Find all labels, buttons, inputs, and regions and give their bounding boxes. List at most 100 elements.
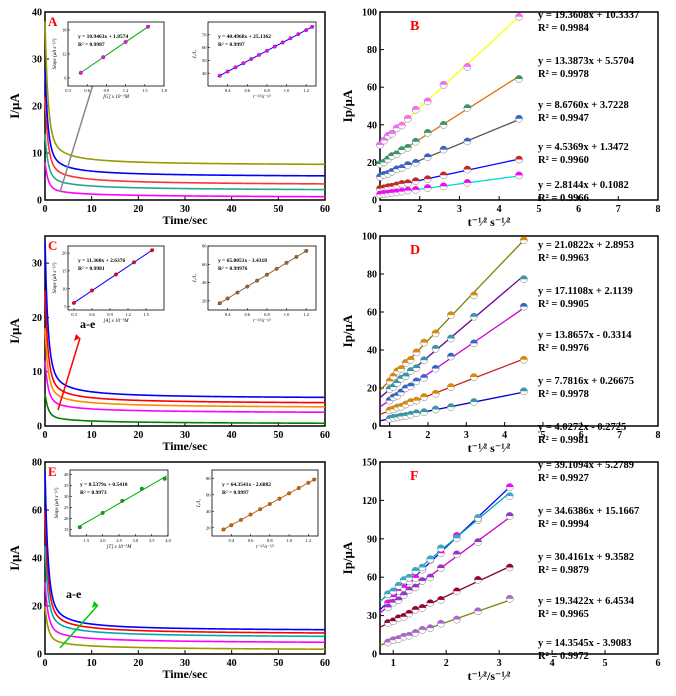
data-point-fill: [412, 409, 421, 414]
data-point-fill: [420, 356, 428, 361]
inset-y-tick-label: 40: [202, 71, 207, 76]
y-tick-label: 20: [367, 384, 377, 395]
inset-x-tick-label: 0.6: [84, 88, 90, 93]
r2-1: R² = 0.9984: [538, 23, 590, 34]
x-axis-label: Time/sec: [162, 667, 208, 681]
inset-x-tick-label: 2.5: [116, 538, 122, 543]
data-point-fill: [418, 577, 426, 581]
inset-point: [238, 517, 243, 522]
y-tick-label: 80: [367, 45, 377, 56]
y-tick-label: 60: [367, 573, 377, 584]
inset-frame: [211, 469, 319, 537]
inset-x-label: [G] x 10⁻⁵M: [103, 94, 130, 100]
data-point-fill: [424, 175, 432, 180]
data-point-fill: [398, 146, 406, 151]
panel-letter: B: [410, 19, 419, 34]
inset-point: [233, 65, 238, 70]
annotation-arrow: [59, 77, 96, 193]
inset-point: [225, 69, 230, 74]
y-tick-label: 80: [32, 458, 42, 469]
inset-y-tick-label: 12: [62, 52, 67, 57]
inset-point: [257, 52, 262, 57]
fit-line-2: [379, 492, 511, 602]
data-point-fill: [394, 596, 403, 601]
x-tick-label: 30: [180, 430, 190, 441]
inset-x-tick-label: 1.8: [161, 88, 167, 93]
y-axis-label: I/μA: [7, 545, 22, 571]
y-tick-label: 120: [362, 496, 377, 507]
x-tick-label: 8: [656, 204, 661, 215]
data-point-fill: [437, 544, 445, 549]
x-tick-label: 6: [656, 658, 661, 669]
inset-point: [162, 476, 167, 481]
inset-x-label: t⁻¹⁄²/s⁻¹⁄²: [253, 94, 271, 100]
inset-x-tick-label: 1.0: [284, 88, 290, 93]
y-tick-label: 0: [372, 196, 377, 207]
panel-A: 0102030405060010203040a-eTime/secI/μAA0.…: [7, 8, 330, 228]
data-point-fill: [439, 182, 448, 187]
inset-point: [304, 28, 309, 33]
equation-5: y = 4.0272x - 0.2725: [538, 422, 626, 433]
data-point-fill: [470, 291, 478, 296]
inset-point: [294, 254, 299, 259]
data-point-fill: [404, 161, 412, 165]
equation-2: y = 13.3873x + 5.5704: [538, 56, 635, 67]
x-tick-label: 5: [540, 430, 545, 441]
r2-4: R² = 0.9965: [538, 609, 589, 620]
x-tick-label: 4: [550, 658, 555, 669]
series-line-b: [44, 360, 325, 414]
data-point-fill: [432, 390, 440, 394]
data-point-fill: [474, 576, 482, 580]
data-point-fill: [384, 603, 392, 608]
inset-point: [255, 278, 260, 283]
inset-equation: y = 8.5379x + 0.5410: [80, 482, 128, 488]
x-tick-label: 40: [227, 430, 237, 441]
y-tick-label: 90: [367, 534, 377, 545]
equation-4: y = 7.7816x + 0.26675: [538, 376, 634, 387]
data-point-fill: [411, 583, 420, 588]
data-point-fill: [420, 393, 428, 398]
inset-x-tick-label: 3.5: [149, 538, 155, 543]
inset-x-label: t⁻¹⁄²/s⁻¹⁄²: [253, 318, 271, 324]
panel-letter: A: [48, 14, 58, 29]
data-point-fill: [412, 106, 420, 110]
x-axis-label: t⁻¹⁄² s⁻¹⁄²: [468, 215, 511, 229]
series-line-c: [44, 96, 326, 185]
inset-fit-line: [217, 249, 309, 305]
inset-y-label: Iₓ/I₁: [197, 499, 202, 508]
y-tick-label: 60: [367, 83, 377, 94]
data-point-fill: [432, 329, 440, 334]
data-point-fill: [407, 398, 415, 403]
inset-point: [287, 491, 292, 496]
y-tick-label: 0: [37, 650, 42, 661]
inset-r2: R² = 0.9973: [80, 490, 107, 496]
data-point-fill: [437, 620, 445, 624]
data-point-fill: [515, 155, 523, 160]
data-point-fill: [412, 364, 421, 369]
inset-x-tick-label: 0.6: [244, 312, 250, 317]
inset-x-tick-label: 4.0: [165, 538, 171, 543]
inset-x-tick-label: 1.5: [143, 312, 149, 317]
data-point-fill: [447, 352, 455, 357]
data-point-fill: [463, 104, 471, 109]
x-tick-label: 3: [457, 204, 462, 215]
equation-4: y = 19.3422x + 6.4534: [538, 596, 635, 607]
data-point-fill: [520, 236, 528, 241]
r2-1: R² = 0.9927: [538, 473, 589, 484]
data-point-fill: [407, 367, 415, 371]
data-point-fill: [432, 365, 440, 369]
data-point-fill: [405, 632, 413, 636]
inset-point: [225, 296, 230, 301]
equation-2: y = 34.6386x + 15.1667: [538, 506, 639, 517]
data-point-fill: [426, 624, 434, 629]
x-axis-label: t⁻¹⁄²/s⁻¹⁄²: [467, 669, 510, 683]
data-point-fill: [474, 514, 482, 518]
x-tick-label: 3: [464, 430, 469, 441]
inset-point: [296, 32, 301, 37]
y-tick-label: 100: [362, 8, 377, 19]
x-tick-label: 60: [320, 658, 330, 669]
x-tick-label: 2: [417, 204, 422, 215]
data-point-fill: [463, 179, 471, 183]
inset-point: [146, 24, 150, 29]
